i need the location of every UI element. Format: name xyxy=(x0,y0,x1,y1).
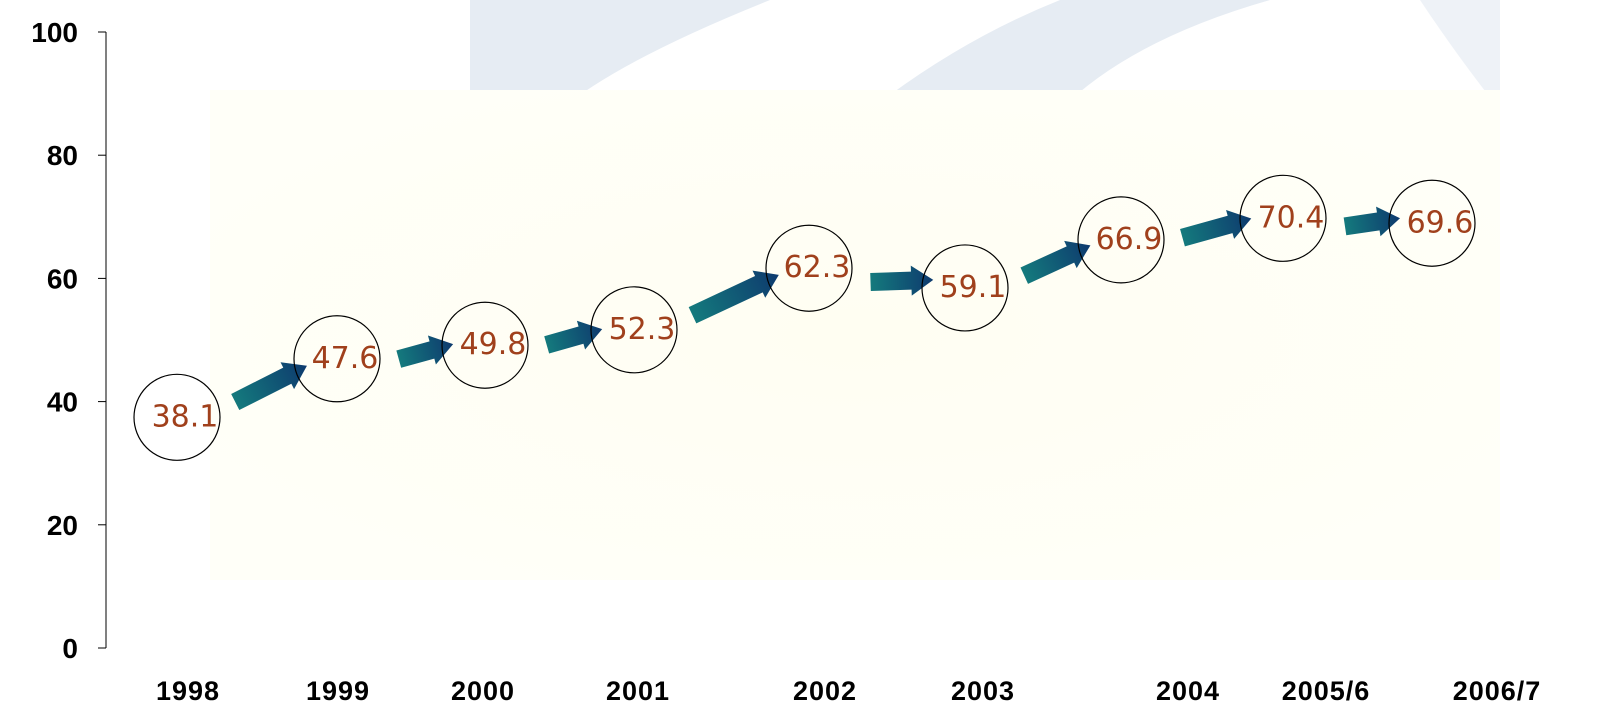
data-point-circle xyxy=(921,244,1009,332)
arrow-connector xyxy=(1180,210,1252,247)
data-label: 47.6 xyxy=(312,341,379,376)
data-point-circle xyxy=(1239,174,1327,262)
y-axis: 0 20 40 60 80 100 xyxy=(31,17,107,664)
arrow-connector xyxy=(1343,206,1401,237)
x-tick-label: 1999 xyxy=(306,676,370,706)
y-tick-label: 80 xyxy=(47,140,78,171)
arrow-connector xyxy=(544,320,603,354)
data-point-circle xyxy=(590,286,678,374)
x-axis-labels: 1998 1999 2000 2001 2002 2003 2004 2005/6 2006/7 xyxy=(156,676,1542,706)
data-markers: 38.1 47.6 49.8 52.3 62.3 59.1 66.9 70.4 69.6 xyxy=(133,174,1476,461)
x-tick-label: 2005/6 xyxy=(1282,676,1371,706)
data-label: 49.8 xyxy=(460,327,527,362)
data-label: 52.3 xyxy=(609,312,676,347)
y-tick-label: 0 xyxy=(62,633,78,664)
data-point-circle xyxy=(293,315,381,403)
data-point-circle xyxy=(1077,196,1165,284)
arrow-connector xyxy=(870,265,934,296)
data-label: 38.1 xyxy=(152,399,219,434)
y-tick-label: 20 xyxy=(47,510,78,541)
x-tick-label: 1998 xyxy=(156,676,220,706)
x-tick-label: 2001 xyxy=(606,676,670,706)
data-label: 66.9 xyxy=(1096,222,1163,257)
data-label: 69.6 xyxy=(1407,205,1474,240)
arrow-connectors xyxy=(231,206,1401,411)
data-point-circle xyxy=(765,224,853,312)
arrow-connector xyxy=(231,362,307,411)
arrow-connector xyxy=(688,270,779,324)
background-panel xyxy=(210,90,1500,580)
y-tick-label: 100 xyxy=(31,17,78,48)
background-swoosh-left xyxy=(470,0,770,110)
data-point-circle xyxy=(1388,179,1476,267)
x-tick-label: 2000 xyxy=(451,676,515,706)
background-swoosh-mid xyxy=(870,0,1270,110)
arrow-connector xyxy=(396,335,454,368)
x-tick-label: 2002 xyxy=(793,676,857,706)
data-label: 70.4 xyxy=(1258,200,1325,235)
x-tick-label: 2004 xyxy=(1156,676,1220,706)
x-tick-label: 2003 xyxy=(951,676,1015,706)
arrow-connector xyxy=(1020,240,1091,284)
data-point-circle xyxy=(133,373,221,461)
background-decoration xyxy=(210,0,1500,580)
data-point-circle xyxy=(441,301,529,389)
y-tick-label: 40 xyxy=(47,387,78,418)
data-label: 62.3 xyxy=(784,250,851,285)
y-tick-label: 60 xyxy=(47,263,78,294)
background-swoosh-right xyxy=(1420,0,1500,110)
data-label: 59.1 xyxy=(940,270,1007,305)
x-tick-label: 2006/7 xyxy=(1453,676,1542,706)
